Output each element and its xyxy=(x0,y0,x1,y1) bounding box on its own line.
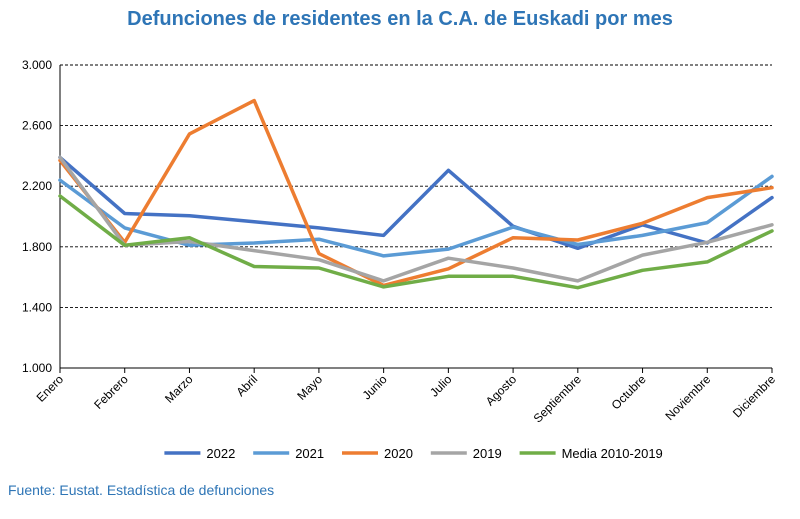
legend-label: 2020 xyxy=(384,446,413,461)
x-tick-label: Marzo xyxy=(162,372,196,406)
x-tick-label: Diciembre xyxy=(730,372,778,420)
legend-item-2019: 2019 xyxy=(430,446,502,461)
y-tick-label: 1.400 xyxy=(22,300,52,314)
series-line-media-2010-2019 xyxy=(58,194,774,290)
y-axis: 1.000 1.400 1.800 2.200 2.600 3.000 xyxy=(22,58,61,375)
x-tick-label: Septiembre xyxy=(531,372,585,426)
chart-title: Defunciones de residentes en la C.A. de … xyxy=(127,8,673,30)
legend-item-media-2010-2019: Media 2010-2019 xyxy=(519,446,663,461)
legend-item-2020: 2020 xyxy=(342,446,413,461)
x-tick-label: Mayo xyxy=(294,372,325,403)
series-line-2019 xyxy=(58,155,774,283)
legend-item-2021: 2021 xyxy=(253,446,324,461)
y-tick-label: 3.000 xyxy=(22,58,52,72)
x-tick-label: Agosto xyxy=(483,372,520,409)
x-tick-label: Abril xyxy=(233,372,260,399)
legend-label: 2021 xyxy=(295,446,324,461)
gridlines xyxy=(60,64,772,308)
series-lines xyxy=(58,98,774,290)
source-note: Fuente: Eustat. Estadística de defuncion… xyxy=(8,482,275,498)
x-tick-label: Noviembre xyxy=(662,372,713,423)
y-tick-label: 1.800 xyxy=(22,240,52,254)
legend-label: 2022 xyxy=(206,446,235,461)
x-tick-label: Junio xyxy=(360,372,390,402)
x-tick-label: Julio xyxy=(427,372,455,400)
y-tick-label: 2.200 xyxy=(22,179,52,193)
legend: 2022 2021 2020 2019 Media 2010-2019 xyxy=(164,446,663,461)
y-tick-label: 2.600 xyxy=(22,119,52,133)
x-tick-label: Febrero xyxy=(91,372,131,412)
series-line-2022 xyxy=(58,155,774,251)
x-axis: Enero Febrero Marzo Abril Mayo Junio Julio Agos… xyxy=(34,367,778,426)
series-line-2020 xyxy=(58,98,774,288)
legend-label: 2019 xyxy=(473,446,502,461)
x-tick-label: Octubre xyxy=(609,372,649,412)
x-tick-label: Enero xyxy=(34,372,67,405)
legend-item-2022: 2022 xyxy=(164,446,235,461)
legend-label: Media 2010-2019 xyxy=(562,446,663,461)
y-tick-label: 1.000 xyxy=(22,361,52,375)
